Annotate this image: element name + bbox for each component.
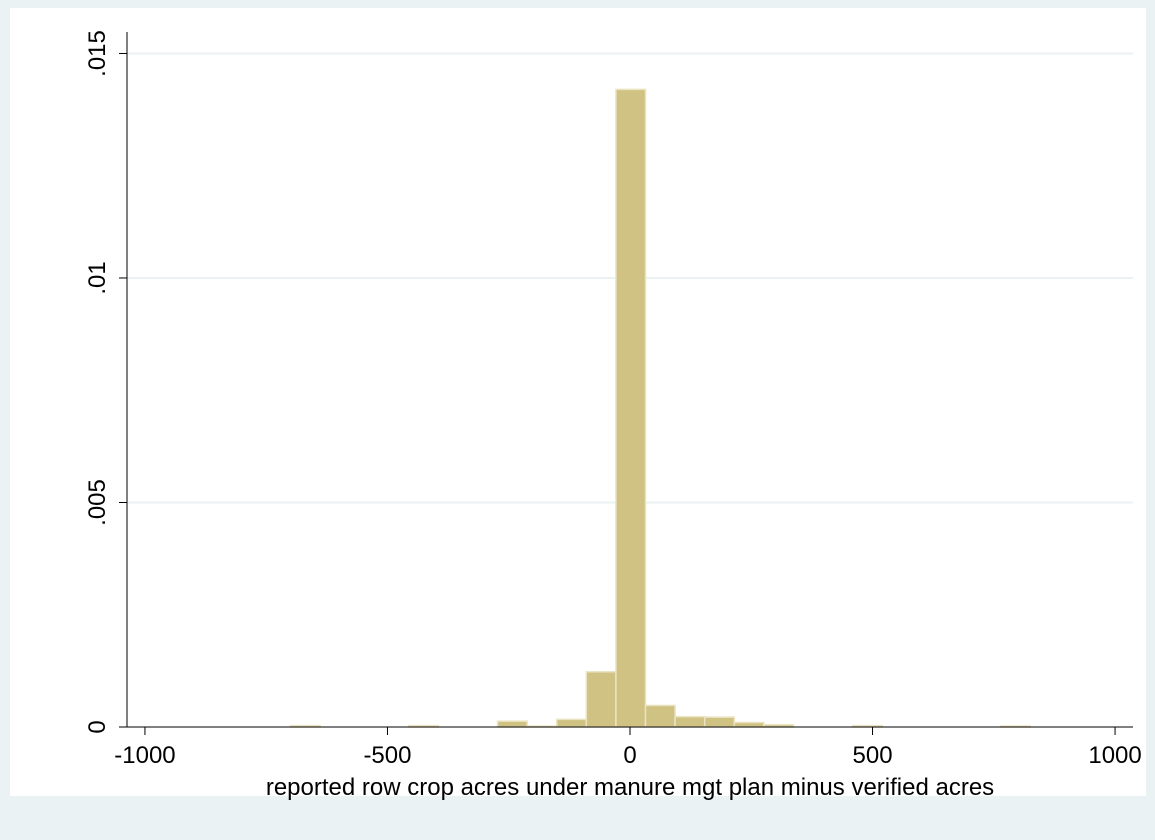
x-tick-label: -1000: [114, 742, 175, 769]
bar: [733, 721, 765, 728]
bar: [703, 716, 736, 728]
plot-region: [10, 8, 1146, 796]
x-tick-label: 1000: [1088, 742, 1141, 769]
bar: [496, 720, 528, 728]
y-tick-label: .005: [84, 479, 111, 526]
x-tick-label: 500: [853, 742, 893, 769]
bar: [674, 715, 706, 728]
bar: [615, 88, 647, 728]
bar: [585, 671, 617, 728]
x-tick-label: -500: [363, 742, 411, 769]
x-tick-label: 0: [623, 742, 636, 769]
bar: [644, 704, 676, 728]
x-axis-label: reported row crop acres under manure mgt…: [266, 774, 994, 801]
y-tick-label: .015: [84, 30, 111, 77]
bar: [556, 718, 588, 728]
y-tick-label: 0: [84, 720, 111, 733]
y-tick-label: .01: [84, 261, 111, 294]
